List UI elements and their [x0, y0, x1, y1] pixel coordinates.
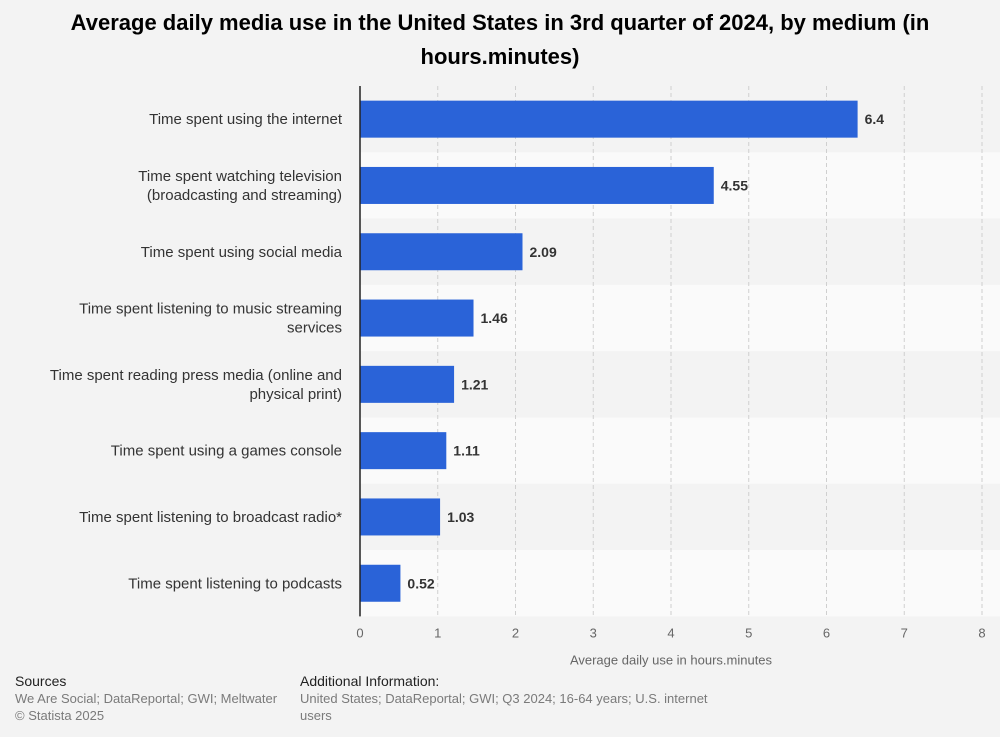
value-label: 2.09	[529, 244, 556, 260]
x-tick-label: 4	[667, 625, 674, 640]
category-label: Time spent listening to podcasts	[128, 575, 342, 592]
bar	[360, 299, 474, 337]
sources-heading: Sources	[15, 673, 67, 689]
bar	[360, 432, 447, 470]
bar	[360, 166, 714, 204]
x-tick-label: 2	[512, 625, 519, 640]
row-band	[360, 417, 1000, 484]
category-label: Time spent using a games console	[111, 443, 342, 460]
x-tick-label: 5	[745, 625, 752, 640]
bar	[360, 365, 455, 403]
x-tick-label: 7	[901, 625, 908, 640]
category-label: Time spent reading press media (online a…	[50, 367, 342, 403]
row-band	[360, 483, 1000, 551]
category-label: Time spent listening to broadcast radio*	[79, 509, 342, 526]
value-label: 0.52	[407, 575, 434, 591]
value-label: 4.55	[721, 177, 748, 193]
bar	[360, 564, 401, 602]
category-label: Time spent watching television (broadcast…	[138, 168, 342, 204]
x-tick-label: 1	[434, 625, 441, 640]
additional-info-line-2: users	[300, 708, 332, 723]
x-axis-title: Average daily use in hours.minutes	[570, 652, 773, 667]
row-band	[360, 351, 1000, 418]
sources-block: Sources We Are Social; DataReportal; GWI…	[15, 673, 285, 724]
additional-info-line-1: United States; DataReportal; GWI; Q3 202…	[300, 691, 708, 706]
sources-line-1: We Are Social; DataReportal; GWI; Meltwa…	[15, 691, 278, 706]
x-tick-label: 8	[978, 625, 985, 640]
row-band	[360, 550, 1000, 617]
category-label: Time spent listening to music streaming s…	[79, 301, 342, 337]
sources-line-2: © Statista 2025	[15, 708, 105, 723]
additional-info-heading: Additional Information:	[300, 673, 440, 689]
category-label: Time spent using social media	[141, 244, 343, 261]
chart-title: Average daily media use in the United St…	[70, 10, 930, 69]
value-label: 6.4	[865, 111, 885, 127]
bar	[360, 233, 523, 271]
x-tick-label: 0	[356, 625, 363, 640]
bar	[360, 498, 441, 536]
value-label: 1.46	[481, 310, 508, 326]
bar	[360, 100, 858, 138]
value-label: 1.11	[453, 443, 480, 459]
value-label: 1.21	[461, 376, 488, 392]
additional-info-block: Additional Information: United States; D…	[300, 673, 720, 724]
x-tick-label: 3	[590, 625, 597, 640]
value-label: 1.03	[447, 509, 474, 525]
category-label: Time spent using the internet	[149, 111, 343, 128]
x-tick-label: 6	[823, 625, 830, 640]
